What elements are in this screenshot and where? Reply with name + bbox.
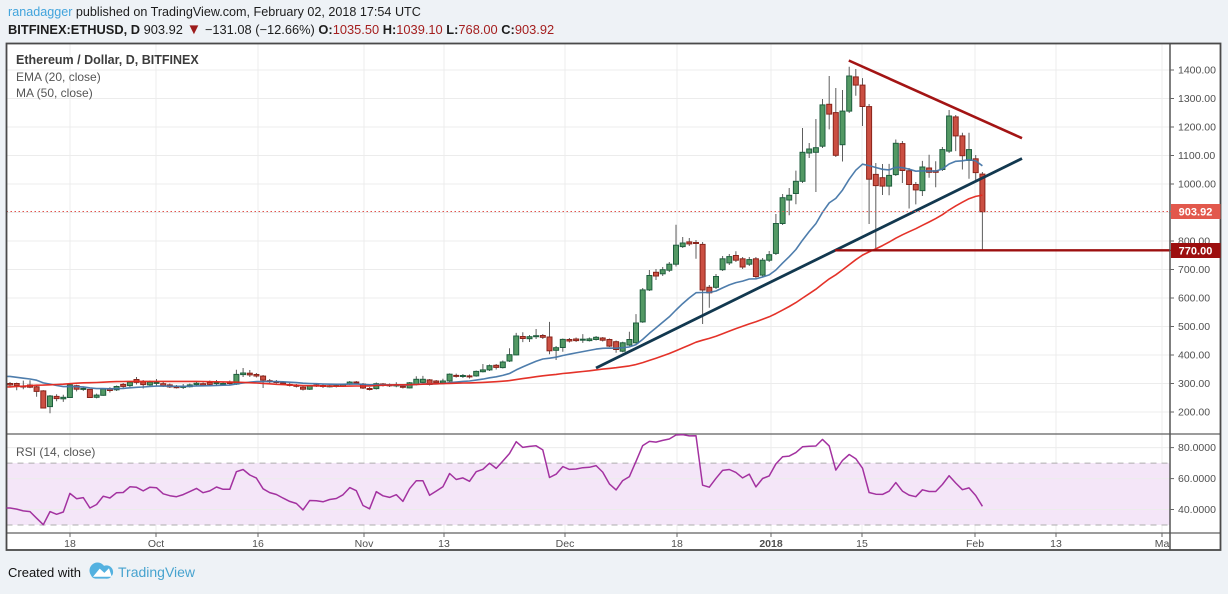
svg-text:18: 18	[64, 538, 76, 550]
svg-text:2018: 2018	[759, 538, 783, 550]
svg-text:Created with: Created with	[8, 565, 81, 580]
svg-text:60.0000: 60.0000	[1178, 473, 1216, 485]
svg-text:1000.00: 1000.00	[1178, 179, 1216, 191]
svg-text:600.00: 600.00	[1178, 293, 1210, 305]
svg-text:Feb: Feb	[966, 538, 984, 550]
svg-text:400.00: 400.00	[1178, 350, 1210, 362]
svg-text:13: 13	[438, 538, 450, 550]
svg-text:Ma: Ma	[1155, 538, 1170, 550]
svg-text:BITFINEX:ETHUSD, D 903.92 ▼ −: BITFINEX:ETHUSD, D 903.92 ▼ −131.08 (−12…	[8, 21, 554, 38]
svg-text:1100.00: 1100.00	[1178, 150, 1215, 162]
svg-text:Nov: Nov	[355, 538, 374, 550]
svg-text:200.00: 200.00	[1178, 407, 1210, 419]
svg-text:1200.00: 1200.00	[1178, 122, 1216, 134]
svg-text:ranadagger published on Tradin: ranadagger published on TradingView.com,…	[8, 5, 421, 19]
svg-text:EMA (20, close): EMA (20, close)	[16, 70, 101, 84]
svg-text:40.0000: 40.0000	[1178, 504, 1216, 516]
svg-text:700.00: 700.00	[1178, 264, 1210, 276]
svg-text:80.0000: 80.0000	[1178, 442, 1216, 454]
svg-text:300.00: 300.00	[1178, 378, 1210, 390]
svg-text:500.00: 500.00	[1178, 321, 1210, 333]
svg-text:MA (50, close): MA (50, close)	[16, 86, 93, 100]
svg-text:Dec: Dec	[556, 538, 575, 550]
svg-text:TradingView: TradingView	[118, 564, 196, 580]
svg-text:1300.00: 1300.00	[1178, 93, 1216, 105]
svg-text:RSI (14, close): RSI (14, close)	[16, 445, 95, 459]
svg-text:13: 13	[1050, 538, 1062, 550]
svg-text:770.00: 770.00	[1179, 246, 1213, 258]
svg-text:Oct: Oct	[148, 538, 164, 550]
svg-text:15: 15	[856, 538, 868, 550]
svg-text:903.92: 903.92	[1179, 207, 1213, 219]
svg-text:18: 18	[671, 538, 683, 550]
svg-text:16: 16	[252, 538, 264, 550]
svg-text:1400.00: 1400.00	[1178, 65, 1216, 77]
svg-text:Ethereum / Dollar, D, BITFINEX: Ethereum / Dollar, D, BITFINEX	[16, 53, 199, 67]
